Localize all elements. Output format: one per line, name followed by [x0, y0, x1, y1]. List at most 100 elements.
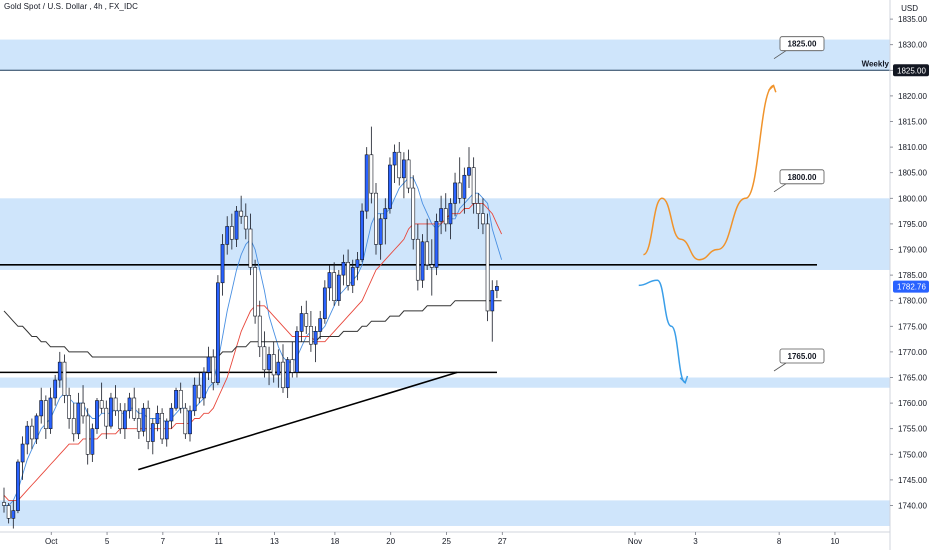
callout-box	[779, 348, 825, 364]
candle-body	[453, 182, 457, 204]
candle-body	[369, 154, 374, 194]
candle-body	[90, 428, 95, 455]
exchange-label: FX_IDC	[109, 2, 139, 11]
candle-body	[192, 384, 197, 412]
interval-label[interactable]: 4h	[93, 2, 103, 11]
projection-up-curve	[642, 84, 774, 261]
callout-box	[779, 169, 825, 185]
candle-body	[420, 241, 425, 281]
symbol-name[interactable]: Gold Spot / U.S. Dollar	[4, 2, 88, 11]
callout-label: 1800.00	[788, 173, 817, 182]
y-tick-label: 1760.00	[898, 399, 927, 408]
candle-body	[457, 182, 462, 199]
candle-body	[383, 208, 388, 220]
candle-body	[225, 226, 230, 245]
candle-body	[39, 400, 44, 417]
candle-body	[378, 218, 383, 245]
zone-band	[0, 500, 890, 526]
candle-body	[118, 410, 123, 429]
candle-body	[476, 203, 481, 214]
candle-body	[318, 318, 323, 332]
candle-body	[150, 423, 155, 442]
candle-body	[99, 400, 104, 409]
candle-body	[132, 397, 137, 419]
candle-body	[336, 274, 341, 302]
x-tick-label: 25	[442, 537, 451, 546]
zone-layer	[0, 39, 890, 526]
projection-down-arrowhead	[679, 375, 689, 384]
candle-body	[127, 397, 132, 412]
candle-body	[20, 443, 25, 463]
candle-body	[471, 167, 476, 204]
candle-body	[322, 287, 327, 319]
candle-body	[467, 167, 471, 176]
y-tick-label: 1830.00	[898, 41, 927, 50]
candle-body	[360, 210, 364, 261]
y-tick-label: 1815.00	[898, 118, 927, 127]
candle-body	[155, 413, 160, 424]
candle-body	[313, 331, 318, 345]
y-tick-label: 1750.00	[898, 450, 927, 459]
price-axis[interactable]: USD 1740.00 1745.00 1750.00 1755.00 1760.00 17…	[889, 0, 929, 550]
candle-body	[355, 259, 360, 268]
candle-body	[364, 154, 369, 212]
x-tick-label: Nov	[628, 537, 642, 546]
candle-body	[276, 361, 281, 376]
candle-body	[16, 461, 20, 511]
callout-pointer	[773, 50, 787, 60]
candle-body	[327, 272, 332, 289]
candle-body	[136, 418, 141, 432]
candle-body	[392, 151, 397, 166]
candle-body	[253, 267, 258, 317]
level-layer: Weekly	[0, 59, 890, 374]
candle-body	[308, 325, 313, 345]
candle-body	[494, 286, 499, 291]
candle-body	[206, 356, 211, 373]
candle-body	[267, 354, 271, 371]
y-tick-label: 1800.00	[898, 194, 927, 203]
candle-body	[434, 221, 439, 268]
candle-body	[57, 361, 62, 381]
callout-box	[779, 36, 825, 52]
currency-label: USD	[901, 4, 918, 13]
candle-body	[229, 226, 234, 240]
candle-body	[109, 397, 113, 427]
y-tick-label: 1740.00	[898, 502, 927, 511]
candle-body	[406, 159, 411, 189]
y-tick-label: 1755.00	[898, 425, 927, 434]
candle-body	[234, 210, 239, 240]
trendline	[138, 371, 458, 471]
candle-body	[401, 159, 406, 179]
y-tick-label: 1790.00	[898, 246, 927, 255]
candle-body	[48, 397, 53, 430]
candle-body	[169, 407, 174, 422]
candle-body	[76, 402, 81, 435]
candle-body	[67, 395, 72, 419]
candle-body	[160, 413, 165, 440]
candle-body	[188, 410, 192, 435]
candle-body	[104, 407, 109, 427]
candle-body	[197, 384, 202, 399]
last-price-tag-text: 1782.76	[897, 283, 926, 292]
candle-layer	[2, 126, 499, 529]
y-tick-label: 1780.00	[898, 297, 927, 306]
candle-body	[146, 407, 151, 442]
y-tick-label: 1765.00	[898, 374, 927, 383]
y-tick-label: 1745.00	[898, 476, 927, 485]
last-price-tag	[893, 280, 929, 293]
zone-band	[0, 39, 890, 71]
time-axis[interactable]: Oct 5 7 11 13 18 20 25 27 Nov 3 8 10	[0, 531, 890, 546]
x-tick-label: 18	[330, 537, 339, 546]
candle-body	[462, 174, 467, 199]
candle-body	[332, 272, 337, 302]
candle-body	[71, 418, 76, 435]
candle-body	[388, 164, 392, 209]
x-tick-label: 5	[105, 537, 110, 546]
candle-body	[490, 290, 495, 312]
callout-label: 1825.00	[788, 40, 817, 49]
x-tick-label: Oct	[45, 537, 58, 546]
y-tick-label: 1770.00	[898, 348, 927, 357]
candle-body	[415, 238, 420, 281]
